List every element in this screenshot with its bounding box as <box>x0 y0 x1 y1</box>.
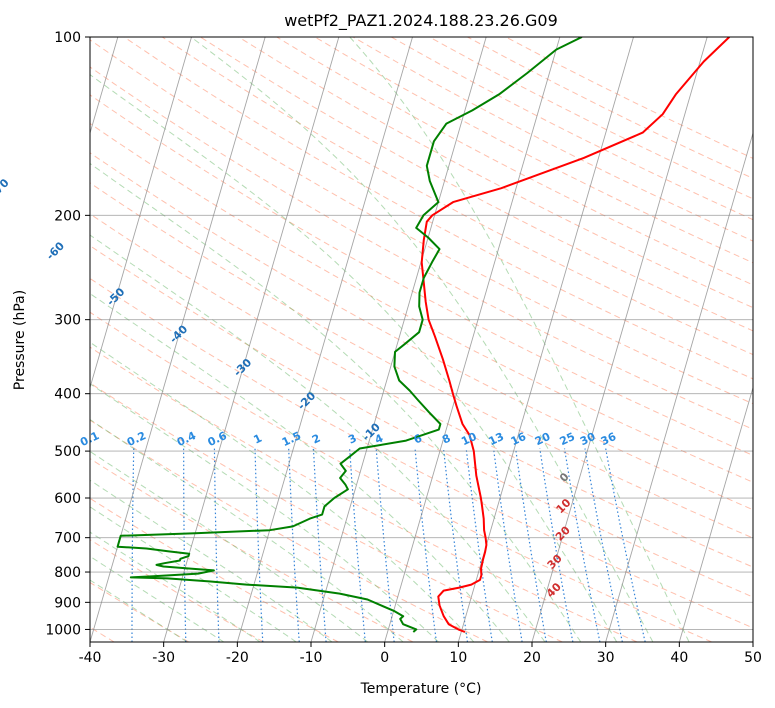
grid <box>90 37 753 642</box>
mixing-ratio-line <box>584 448 623 642</box>
isotherm <box>678 385 753 642</box>
dry-adiabat <box>90 346 638 642</box>
isotherm-label: -70 <box>0 176 12 199</box>
y-axis-title: Pressure (hPa) <box>12 290 28 390</box>
moist-adiabat <box>190 37 654 642</box>
isotherm <box>90 37 192 390</box>
dry-adiabat <box>90 539 264 642</box>
series-group <box>116 37 730 633</box>
moist-adiabat <box>90 450 369 642</box>
dry-adiabat <box>238 37 753 309</box>
y-tick-label: 400 <box>54 387 81 403</box>
dry-adiabat <box>90 311 712 642</box>
dry-adiabat <box>90 39 753 405</box>
y-tick-label: 300 <box>54 313 81 329</box>
mixing-ratio-line <box>492 448 523 642</box>
moist-adiabat <box>90 579 188 642</box>
mixing-ratio-label: 25 <box>558 430 577 448</box>
moist-adiabat <box>90 234 546 642</box>
dry-adiabat <box>90 245 753 598</box>
y-tick-label: 900 <box>54 595 81 611</box>
mixing-ratio-label: 13 <box>487 430 506 448</box>
moist-adiabat <box>349 37 690 642</box>
x-tick-label: 0 <box>380 650 389 666</box>
y-tick-label: 100 <box>54 30 81 46</box>
y-axis: 100 200 300 400 500 600 700 800 900 1000 <box>45 30 90 638</box>
x-tick-label: 20 <box>523 650 541 666</box>
x-tick-label: 10 <box>449 650 467 666</box>
isotherm <box>310 37 487 642</box>
dry-adiabat <box>90 182 753 539</box>
dry-adiabat <box>90 581 190 642</box>
mixing-ratio-line <box>183 448 187 642</box>
x-tick-label: -30 <box>152 650 175 666</box>
x-axis: -40 -30 -20 -10 0 10 20 30 40 50 <box>79 642 762 666</box>
x-tick-label: -10 <box>300 650 323 666</box>
isotherm <box>163 37 340 642</box>
mixing-ratio-label: 30 <box>578 430 598 448</box>
moist-adiabat <box>90 506 297 642</box>
x-tick-label: 30 <box>597 650 615 666</box>
x-tick-label: 50 <box>744 650 762 666</box>
plot-frame <box>89 36 754 643</box>
dry-adiabat <box>90 277 753 629</box>
chart-title: wetPf2_PAZ1.2024.188.23.26.G09 <box>284 11 558 31</box>
dry-adiabat <box>90 152 753 511</box>
mixing-ratio-label: 16 <box>509 430 529 448</box>
isotherm <box>236 37 413 642</box>
mixing-ratio-label: 36 <box>599 430 619 448</box>
x-tick-label: 40 <box>670 650 688 666</box>
x-tick-label: -20 <box>226 650 249 666</box>
dry-adiabat <box>90 122 753 483</box>
x-axis-title: Temperature (°C) <box>360 681 482 697</box>
y-tick-label: 700 <box>54 531 81 547</box>
moist-adiabat <box>90 383 439 642</box>
dewpoint-line <box>116 37 583 633</box>
dry-adiabat <box>90 419 488 642</box>
x-tick-label: -40 <box>79 650 102 666</box>
y-tick-label: 600 <box>54 491 81 507</box>
moist-adiabat <box>90 292 510 642</box>
y-tick-label: 800 <box>54 565 81 581</box>
dry-adiabat <box>90 457 414 642</box>
y-tick-label: 1000 <box>45 622 81 638</box>
isotherm <box>531 37 708 642</box>
mixing-ratio-line <box>539 448 574 642</box>
isotherm <box>384 37 561 642</box>
y-tick-label: 200 <box>54 208 81 224</box>
mixing-ratio-line <box>605 448 646 642</box>
temperature-line <box>420 37 730 633</box>
mixing-ratio-line <box>563 448 601 642</box>
isotherm <box>457 37 634 642</box>
dry-adiabat <box>90 94 753 456</box>
mixing-ratio-line <box>515 448 547 642</box>
mixing-ratio-line <box>465 448 493 642</box>
dry-adiabat <box>123 37 753 380</box>
y-tick-label: 500 <box>54 444 81 460</box>
mixing-ratio-label: 10 <box>459 430 479 448</box>
mixing-ratio-label: 20 <box>533 430 553 448</box>
isotherm <box>605 131 753 642</box>
